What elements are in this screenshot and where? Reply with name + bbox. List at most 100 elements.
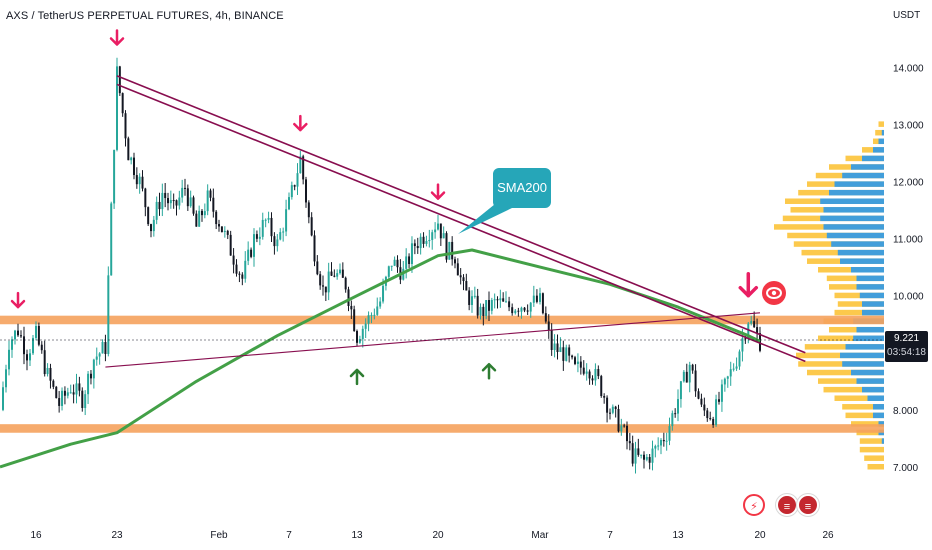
candle-body: [147, 207, 150, 225]
volume-profile-bar: [798, 361, 884, 367]
candle-body: [133, 157, 135, 176]
volume-profile-bar: [826, 275, 884, 282]
volume-profile: [774, 121, 884, 470]
candle-body: [305, 179, 307, 203]
us-flag-icon[interactable]: ≡: [776, 494, 798, 516]
candle-body: [164, 192, 167, 199]
candle-body: [121, 93, 124, 114]
candle-body: [104, 342, 107, 354]
candle-body: [178, 197, 181, 206]
candle-body: [206, 190, 209, 212]
candle-body: [98, 353, 101, 357]
candle-body: [89, 373, 92, 379]
candle-body: [310, 217, 313, 236]
candle-body: [703, 404, 706, 411]
lightning-icon[interactable]: ⚡: [743, 494, 765, 516]
volume-profile-bar-sell: [856, 326, 884, 333]
candle-body: [759, 333, 761, 351]
candle-body: [496, 299, 499, 301]
candle-body: [336, 273, 339, 277]
candle-body: [192, 197, 195, 214]
candle-body: [327, 271, 330, 293]
volume-profile-bar-sell: [873, 412, 884, 419]
candle-body: [462, 277, 465, 282]
candle-body: [576, 361, 579, 364]
candle-body: [8, 349, 10, 370]
candle-body: [370, 314, 373, 316]
candle-body: [261, 219, 264, 237]
volume-profile-bar-sell: [881, 129, 884, 136]
candle-body: [556, 343, 559, 353]
candle-body: [226, 230, 229, 235]
candle-body: [172, 200, 175, 202]
candle-body: [405, 256, 408, 269]
candle-body: [40, 344, 43, 351]
trendline: [116, 83, 806, 363]
candle-body: [382, 285, 385, 302]
candle-body: [290, 185, 293, 198]
volume-profile-bar: [834, 292, 884, 299]
candle-body: [448, 241, 451, 260]
candle-body: [288, 197, 290, 210]
candle-body: [738, 351, 741, 367]
us-flag-icon[interactable]: ≡: [797, 494, 819, 516]
volume-profile-bar-sell: [823, 224, 884, 230]
candle-body: [709, 418, 712, 420]
candle-body: [307, 202, 310, 218]
volume-profile-bar-sell: [878, 421, 884, 427]
candle-body: [130, 157, 133, 161]
arrow-down-icon: [109, 29, 125, 46]
candle-body: [387, 266, 390, 277]
volume-profile-bar: [823, 386, 884, 393]
y-tick-label: 11.000: [893, 235, 923, 246]
volume-profile-bar: [851, 421, 884, 427]
candle-body: [588, 371, 591, 379]
candle-body: [81, 390, 84, 408]
volume-profile-bar: [818, 335, 884, 342]
candle-body: [353, 309, 356, 332]
candle-body: [744, 338, 747, 340]
candle-body: [84, 394, 87, 408]
volume-profile-bar-sell: [826, 232, 884, 239]
y-axis[interactable]: 7.0008.0009.00010.00011.00012.00013.0001…: [893, 63, 924, 474]
price-zone: [0, 315, 884, 325]
candle-body: [723, 378, 726, 385]
volume-profile-bar-sell: [856, 284, 884, 290]
candle-body: [529, 302, 532, 312]
candle-body: [5, 369, 7, 388]
candle-body: [276, 239, 279, 247]
volume-profile-bar-sell: [842, 361, 884, 367]
candle-body: [285, 209, 288, 232]
candle-body: [218, 224, 220, 227]
candle-body: [101, 342, 104, 354]
volume-profile-bar: [834, 395, 884, 401]
candle-body: [750, 321, 753, 324]
candle-body: [459, 275, 462, 278]
candle-body: [585, 371, 588, 374]
candle-body: [508, 301, 511, 308]
candle-body: [753, 321, 756, 328]
candle-body: [376, 306, 379, 315]
volume-profile-bar-sell: [840, 258, 884, 264]
candle-body: [594, 369, 597, 381]
candle-body: [471, 296, 473, 305]
candle-body: [597, 369, 600, 377]
arrow-down-icon: [10, 291, 26, 309]
candle-body: [425, 241, 428, 244]
currency-label: USDT: [893, 10, 921, 21]
candle-body: [364, 323, 367, 329]
candle-body: [691, 364, 694, 371]
candle-body: [735, 366, 738, 369]
y-tick-label: 12.000: [893, 178, 924, 189]
y-tick-label: 13.000: [893, 120, 924, 131]
candle-body: [212, 197, 215, 212]
x-axis[interactable]: 16 23 Feb 7 13 20 Mar 7 13 20 26: [30, 530, 834, 541]
candle-body: [482, 306, 485, 316]
volume-profile-bar-sell: [873, 147, 884, 153]
candle-body: [324, 286, 327, 293]
candle-body: [628, 441, 631, 444]
volume-profile-bar-sell: [867, 395, 884, 401]
y-tick-label: 7.000: [893, 463, 918, 474]
